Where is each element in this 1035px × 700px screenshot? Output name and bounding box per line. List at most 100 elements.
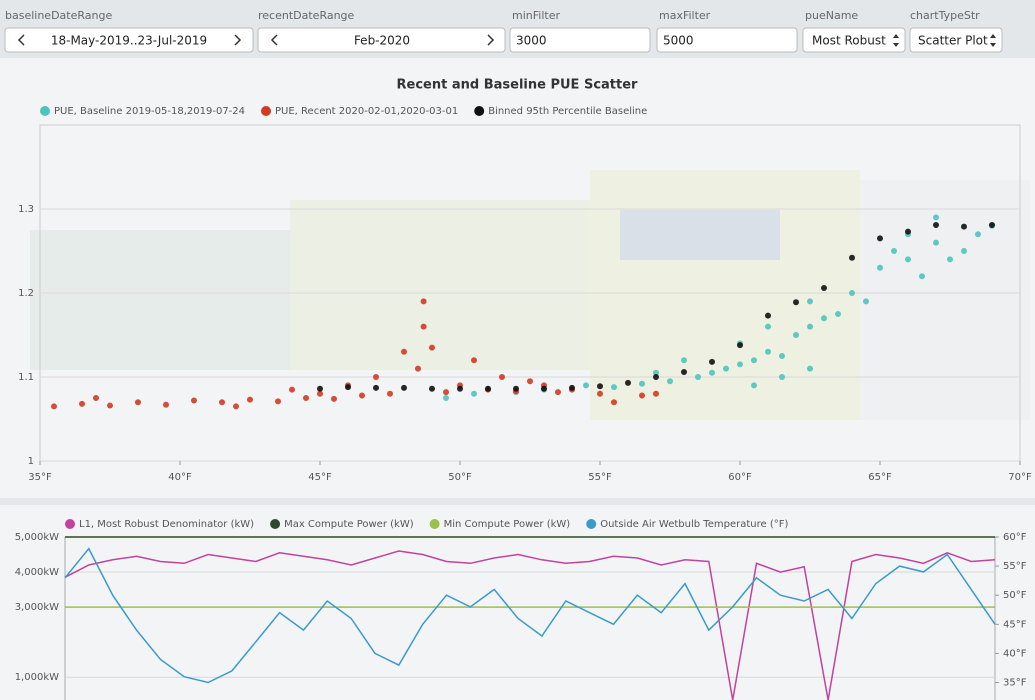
legend-label: L1, Most Robust Denominator (kW) xyxy=(79,519,254,530)
point xyxy=(779,374,785,380)
point xyxy=(429,385,435,392)
point xyxy=(765,312,771,319)
control-label: chartTypeStr xyxy=(910,9,980,22)
point xyxy=(667,378,673,385)
legend-marker xyxy=(429,519,440,529)
point xyxy=(443,389,449,396)
point xyxy=(597,383,603,390)
point xyxy=(79,400,85,407)
y2-tick-label: 50°F xyxy=(1003,590,1027,601)
point xyxy=(359,392,365,399)
y2-tick-label: 40°F xyxy=(1003,648,1027,659)
point xyxy=(401,384,407,391)
point xyxy=(933,221,939,228)
point xyxy=(597,390,603,397)
next-button[interactable] xyxy=(234,34,242,46)
scatter-panel xyxy=(0,58,1035,498)
controls: baselineDateRange 18-May-2019..23-Jul-20… xyxy=(4,9,1003,53)
point xyxy=(639,380,645,387)
point xyxy=(975,231,981,238)
line-panel xyxy=(0,505,1035,700)
point xyxy=(513,385,519,392)
legend-marker xyxy=(474,106,485,116)
legend-label: PUE, Baseline 2019-05-18,2019-07-24 xyxy=(54,106,245,117)
legend-label: Outside Air Wetbulb Temperature (°F) xyxy=(600,519,788,530)
point xyxy=(793,332,799,338)
y-tick-label: 3,000kW xyxy=(15,602,59,613)
text-input[interactable] xyxy=(656,27,798,53)
point xyxy=(821,284,827,291)
x-tick-label: 70°F xyxy=(1008,472,1032,483)
point xyxy=(863,298,869,305)
point xyxy=(51,403,57,410)
select[interactable] xyxy=(802,27,906,53)
legend-label: Max Compute Power (kW) xyxy=(284,519,414,530)
point xyxy=(947,256,953,263)
prev-button[interactable] xyxy=(270,34,278,46)
point xyxy=(625,379,631,386)
x-tick-label: 45°F xyxy=(308,472,332,483)
point xyxy=(709,369,715,376)
point xyxy=(919,273,925,280)
date-range-slider[interactable] xyxy=(4,27,254,53)
select[interactable] xyxy=(909,27,1003,53)
point xyxy=(807,323,813,330)
legend-marker xyxy=(65,519,75,529)
point xyxy=(373,374,379,380)
point xyxy=(443,395,449,401)
control-label: baselineDateRange xyxy=(5,9,112,22)
point xyxy=(737,342,743,349)
point xyxy=(835,311,841,317)
legend-marker xyxy=(261,106,272,116)
text-input[interactable] xyxy=(509,27,651,53)
point xyxy=(933,239,939,246)
point xyxy=(191,397,197,404)
point xyxy=(891,248,897,254)
control-value: 18-May-2019..23-Jul-2019 xyxy=(51,34,207,48)
point xyxy=(737,361,743,368)
point xyxy=(415,365,421,372)
point xyxy=(387,390,393,397)
control-label: pueName xyxy=(805,9,858,22)
point xyxy=(420,298,427,305)
point xyxy=(247,396,253,403)
point xyxy=(471,357,477,364)
point xyxy=(527,378,533,385)
point xyxy=(345,384,351,391)
point xyxy=(653,369,659,376)
date-range-slider[interactable] xyxy=(257,27,506,53)
x-tick-label: 65°F xyxy=(868,472,892,483)
point xyxy=(653,390,659,397)
point xyxy=(681,368,687,375)
x-tick-label: 60°F xyxy=(728,472,752,483)
point xyxy=(93,395,99,401)
point xyxy=(420,323,427,330)
point xyxy=(583,382,589,389)
point xyxy=(779,353,785,359)
point xyxy=(457,385,463,392)
point xyxy=(429,344,435,351)
control-value: 3000 xyxy=(516,34,547,48)
control-value: 5000 xyxy=(663,34,694,48)
next-button[interactable] xyxy=(487,34,495,46)
y-tick-label: 4,000kW xyxy=(15,567,59,578)
point xyxy=(723,365,729,372)
control-label: recentDateRange xyxy=(258,9,355,22)
point xyxy=(653,374,659,380)
point xyxy=(373,384,379,391)
legend-marker xyxy=(586,519,597,529)
point xyxy=(709,358,715,365)
y-tick-label: 1.1 xyxy=(18,372,34,383)
point xyxy=(765,348,771,355)
select-arrow xyxy=(990,34,996,47)
prev-button[interactable] xyxy=(17,34,25,46)
point xyxy=(849,254,855,261)
control-value: Scatter Plot xyxy=(918,34,988,48)
select-arrow xyxy=(893,34,899,47)
point xyxy=(331,395,337,402)
point xyxy=(765,323,771,330)
point xyxy=(485,385,491,392)
legend-label: PUE, Recent 2020-02-01,2020-03-01 xyxy=(275,106,458,117)
point xyxy=(961,248,967,254)
point xyxy=(555,389,561,396)
